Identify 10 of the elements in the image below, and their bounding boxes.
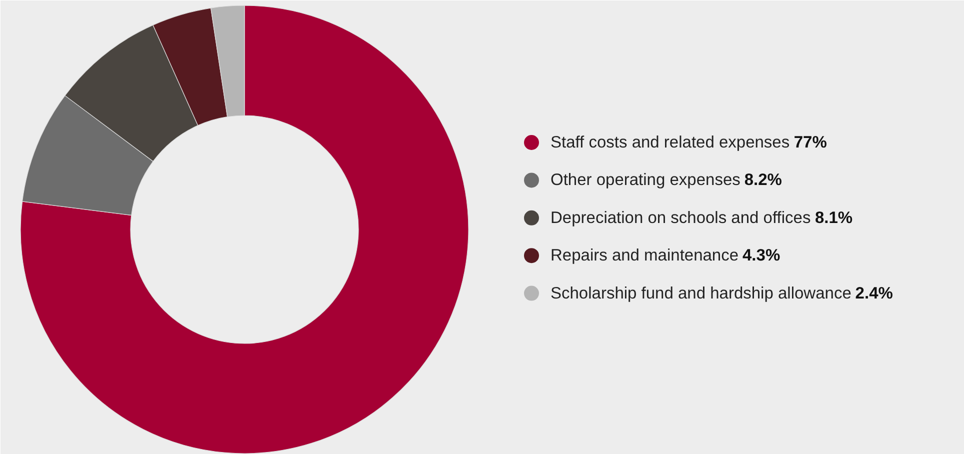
legend-label: Staff costs and related expenses bbox=[550, 134, 790, 152]
data-label: 8.2% bbox=[744, 171, 782, 190]
legend-label: Other operating expenses bbox=[550, 171, 740, 190]
legend-label: Repairs and maintenance bbox=[550, 246, 739, 265]
legend-label: Depreciation on schools and offices bbox=[550, 208, 811, 227]
data-label: 77% bbox=[794, 134, 828, 152]
data-label: 4.3% bbox=[742, 246, 780, 265]
data-label: 2.4% bbox=[855, 284, 894, 302]
data-label: 8.1% bbox=[814, 208, 853, 227]
legend-label: Scholarship fund and hardship allowance bbox=[550, 284, 852, 302]
